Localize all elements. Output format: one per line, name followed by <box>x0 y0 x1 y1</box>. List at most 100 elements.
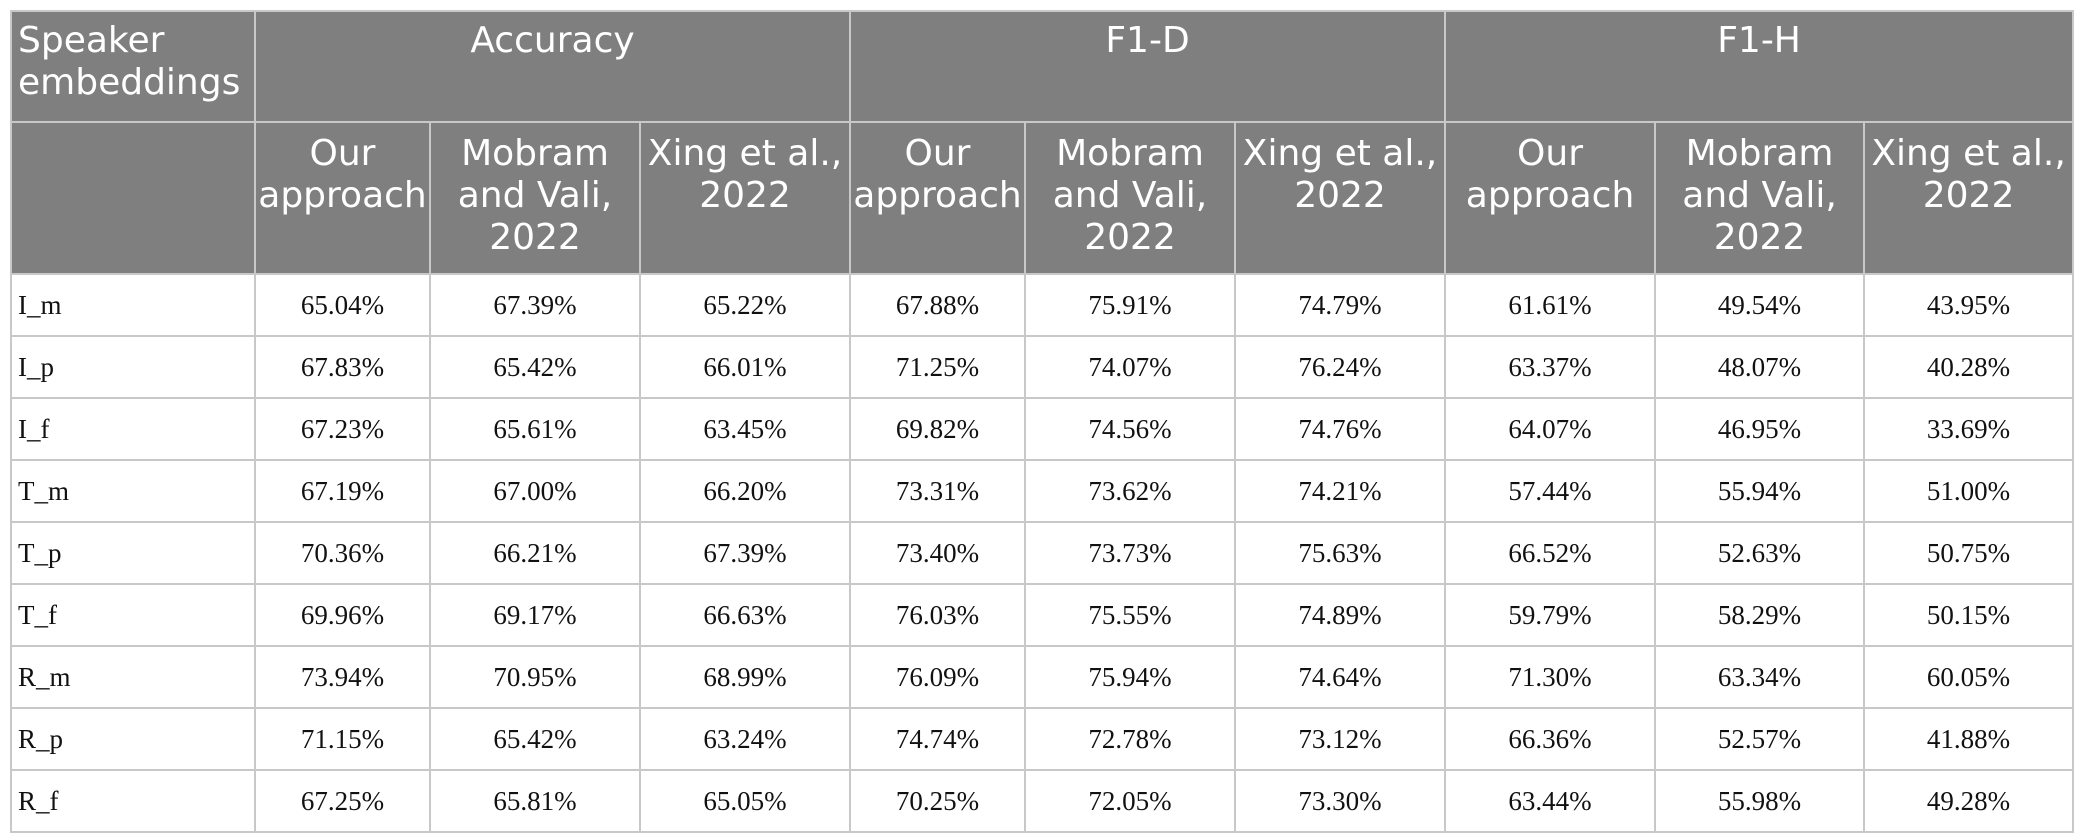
value-cell: 57.44% <box>1444 459 1657 523</box>
method-header: Our approach <box>1444 121 1657 275</box>
value-cell: 66.20% <box>639 459 851 523</box>
value-cell: 65.42% <box>429 707 641 771</box>
value-cell: 74.89% <box>1233 583 1447 647</box>
value-cell: 41.88% <box>1863 707 2075 771</box>
value-cell: 67.83% <box>254 335 431 399</box>
value-cell: 67.39% <box>639 521 851 585</box>
value-cell: 65.22% <box>639 273 851 337</box>
value-cell: 71.15% <box>254 707 431 771</box>
table-row: I_p 67.83% 65.42% 66.01% 71.25% 74.07% 76.24% 6… <box>10 335 2075 399</box>
row-label: T_m <box>10 459 256 523</box>
method-header: Xing et al., 2022 <box>639 121 851 275</box>
corner-header: Speaker embeddings <box>10 10 256 123</box>
row-label: T_f <box>10 583 256 647</box>
value-cell: 64.07% <box>1444 397 1657 461</box>
value-cell: 75.63% <box>1233 521 1447 585</box>
method-header: Mobram and Vali, 2022 <box>1024 121 1236 275</box>
value-cell: 74.56% <box>1024 397 1236 461</box>
value-cell: 50.75% <box>1863 521 2075 585</box>
results-table-container: Speaker embeddings Accuracy F1-D F1-H Ou… <box>10 10 2075 833</box>
value-cell: 67.00% <box>429 459 641 523</box>
value-cell: 43.95% <box>1863 273 2075 337</box>
value-cell: 69.17% <box>429 583 641 647</box>
value-cell: 63.37% <box>1444 335 1657 399</box>
table-row: R_m 73.94% 70.95% 68.99% 76.09% 75.94% 74.64% 7… <box>10 645 2075 709</box>
group-header-f1-d: F1-D <box>848 10 1447 123</box>
value-cell: 71.25% <box>849 335 1026 399</box>
value-cell: 63.24% <box>639 707 851 771</box>
empty-header-cell <box>10 121 256 275</box>
value-cell: 67.39% <box>429 273 641 337</box>
value-cell: 33.69% <box>1863 397 2075 461</box>
value-cell: 52.63% <box>1654 521 1866 585</box>
value-cell: 58.29% <box>1654 583 1866 647</box>
group-header-row: Speaker embeddings Accuracy F1-D F1-H <box>10 10 2075 123</box>
value-cell: 74.79% <box>1233 273 1447 337</box>
value-cell: 67.25% <box>254 769 431 833</box>
value-cell: 69.82% <box>849 397 1026 461</box>
row-label: I_p <box>10 335 256 399</box>
value-cell: 67.19% <box>254 459 431 523</box>
method-header: Xing et al., 2022 <box>1863 121 2075 275</box>
value-cell: 74.74% <box>849 707 1026 771</box>
table-row: T_f 69.96% 69.17% 66.63% 76.03% 75.55% 74.89% 5… <box>10 583 2075 647</box>
value-cell: 75.91% <box>1024 273 1236 337</box>
row-label: T_p <box>10 521 256 585</box>
value-cell: 65.04% <box>254 273 431 337</box>
value-cell: 75.94% <box>1024 645 1236 709</box>
value-cell: 66.21% <box>429 521 641 585</box>
group-header-f1-h: F1-H <box>1444 10 2075 123</box>
table-row: R_f 67.25% 65.81% 65.05% 70.25% 72.05% 73.30% 6… <box>10 769 2075 833</box>
value-cell: 73.30% <box>1233 769 1447 833</box>
value-cell: 72.05% <box>1024 769 1236 833</box>
group-header-accuracy: Accuracy <box>254 10 851 123</box>
row-label: I_m <box>10 273 256 337</box>
row-label: R_p <box>10 707 256 771</box>
table-row: I_m 65.04% 67.39% 65.22% 67.88% 75.91% 74.79% 6… <box>10 273 2075 337</box>
method-header: Our approach <box>849 121 1026 275</box>
value-cell: 74.64% <box>1233 645 1447 709</box>
method-header-row: Our approach Mobram and Vali, 2022 Xing … <box>10 121 2075 275</box>
value-cell: 48.07% <box>1654 335 1866 399</box>
value-cell: 59.79% <box>1444 583 1657 647</box>
value-cell: 46.95% <box>1654 397 1866 461</box>
value-cell: 73.12% <box>1233 707 1447 771</box>
value-cell: 68.99% <box>639 645 851 709</box>
value-cell: 73.94% <box>254 645 431 709</box>
value-cell: 73.73% <box>1024 521 1236 585</box>
value-cell: 63.44% <box>1444 769 1657 833</box>
method-header: Mobram and Vali, 2022 <box>429 121 641 275</box>
value-cell: 69.96% <box>254 583 431 647</box>
value-cell: 63.34% <box>1654 645 1866 709</box>
value-cell: 66.52% <box>1444 521 1657 585</box>
value-cell: 66.63% <box>639 583 851 647</box>
value-cell: 71.30% <box>1444 645 1657 709</box>
value-cell: 50.15% <box>1863 583 2075 647</box>
value-cell: 65.61% <box>429 397 641 461</box>
value-cell: 73.31% <box>849 459 1026 523</box>
method-header: Mobram and Vali, 2022 <box>1654 121 1866 275</box>
table-row: I_f 67.23% 65.61% 63.45% 69.82% 74.56% 74.76% 6… <box>10 397 2075 461</box>
value-cell: 49.28% <box>1863 769 2075 833</box>
value-cell: 66.01% <box>639 335 851 399</box>
row-label: R_f <box>10 769 256 833</box>
method-header: Xing et al., 2022 <box>1233 121 1447 275</box>
value-cell: 73.62% <box>1024 459 1236 523</box>
value-cell: 76.09% <box>849 645 1026 709</box>
results-table: Speaker embeddings Accuracy F1-D F1-H Ou… <box>10 10 2075 833</box>
method-header: Our approach <box>254 121 431 275</box>
value-cell: 55.94% <box>1654 459 1866 523</box>
value-cell: 70.95% <box>429 645 641 709</box>
table-row: T_p 70.36% 66.21% 67.39% 73.40% 73.73% 75.63% 6… <box>10 521 2075 585</box>
value-cell: 51.00% <box>1863 459 2075 523</box>
value-cell: 74.76% <box>1233 397 1447 461</box>
value-cell: 61.61% <box>1444 273 1657 337</box>
value-cell: 76.24% <box>1233 335 1447 399</box>
value-cell: 49.54% <box>1654 273 1866 337</box>
value-cell: 75.55% <box>1024 583 1236 647</box>
value-cell: 65.42% <box>429 335 641 399</box>
value-cell: 70.36% <box>254 521 431 585</box>
value-cell: 65.81% <box>429 769 641 833</box>
value-cell: 74.21% <box>1233 459 1447 523</box>
value-cell: 65.05% <box>639 769 851 833</box>
